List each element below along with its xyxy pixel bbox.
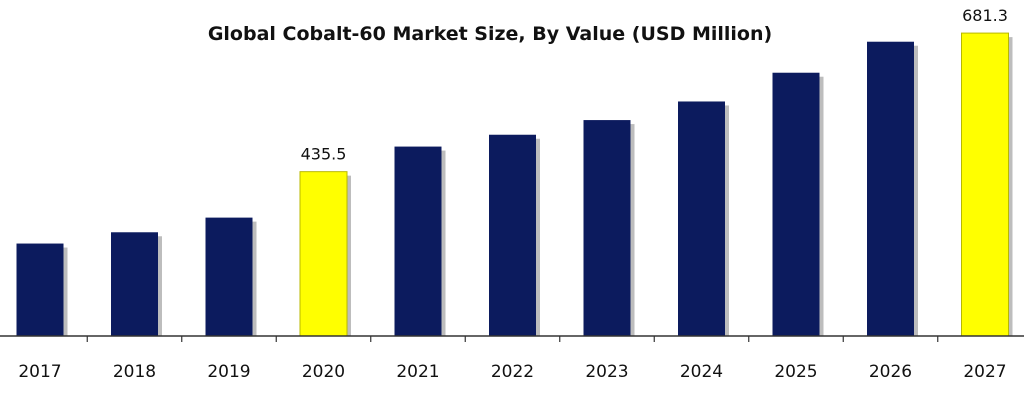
bars-group <box>16 32 1013 337</box>
x-tick-label-2019: 2019 <box>207 362 250 382</box>
bar-2021 <box>394 146 442 336</box>
bar-2018 <box>111 232 158 336</box>
bar-2020 <box>299 171 348 337</box>
bar-2026 <box>867 41 914 337</box>
x-tick-label-2020: 2020 <box>302 362 345 382</box>
x-axis-tick-labels: 2017 2018 2019 2020 2021 2022 2023 2024 2025 2026… <box>18 362 1006 382</box>
bar-2017 <box>16 243 64 336</box>
bar-2022 <box>489 134 536 336</box>
x-tick-label-2021: 2021 <box>396 362 439 382</box>
x-tick-label-2027: 2027 <box>963 362 1006 382</box>
x-tick-label-2023: 2023 <box>585 362 628 382</box>
x-tick-label-2017: 2017 <box>18 362 61 382</box>
x-tick-label-2025: 2025 <box>774 362 817 382</box>
data-label-2027: 681.3 <box>962 6 1008 25</box>
bar-2023 <box>583 120 631 336</box>
x-tick-label-2024: 2024 <box>680 362 723 382</box>
bar-2027 <box>961 32 1009 337</box>
data-label-2020: 435.5 <box>301 145 347 164</box>
bar-2019 <box>205 217 253 336</box>
x-tick-label-2018: 2018 <box>113 362 156 382</box>
bar-2024 <box>678 101 725 337</box>
chart-title: Global Cobalt-60 Market Size, By Value (… <box>208 23 772 45</box>
bar-2025 <box>772 72 820 337</box>
data-labels: 435.5 681.3 <box>301 6 1008 164</box>
x-axis-ticks <box>86 336 939 342</box>
x-tick-label-2026: 2026 <box>869 362 912 382</box>
x-tick-label-2022: 2022 <box>491 362 534 382</box>
